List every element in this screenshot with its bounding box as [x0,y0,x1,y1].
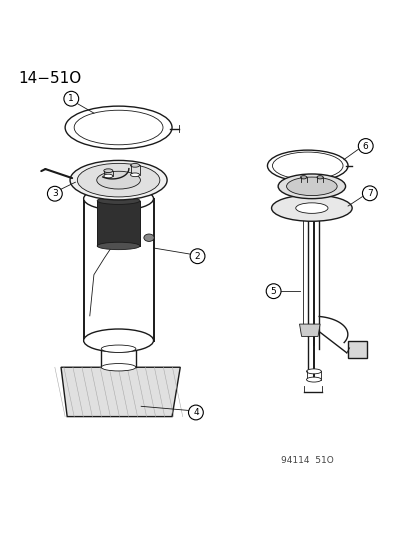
Ellipse shape [97,171,140,189]
Text: 14−51O: 14−51O [18,71,81,86]
Text: 7: 7 [366,189,372,198]
Ellipse shape [316,175,323,179]
Ellipse shape [286,177,336,196]
Ellipse shape [77,164,159,197]
Ellipse shape [83,329,153,352]
Ellipse shape [97,242,140,249]
Ellipse shape [144,234,154,241]
Ellipse shape [295,203,327,213]
Ellipse shape [300,175,306,179]
Text: 3: 3 [52,189,57,198]
Text: 4: 4 [192,408,198,417]
Circle shape [266,284,280,298]
Ellipse shape [104,169,113,173]
Ellipse shape [130,173,139,176]
Ellipse shape [83,187,153,210]
Circle shape [361,186,376,201]
Text: 1: 1 [68,94,74,103]
Circle shape [188,405,203,420]
Circle shape [190,249,204,264]
Ellipse shape [306,369,320,374]
Text: 6: 6 [362,142,368,150]
Ellipse shape [74,110,163,145]
Ellipse shape [278,174,345,199]
Circle shape [47,187,62,201]
Ellipse shape [101,364,135,371]
Ellipse shape [130,164,139,167]
Ellipse shape [272,152,342,180]
Ellipse shape [271,195,351,221]
Text: 94114  51O: 94114 51O [280,456,333,465]
Ellipse shape [65,106,172,149]
Text: 2: 2 [194,252,200,261]
Ellipse shape [306,377,320,382]
Polygon shape [61,367,180,417]
Ellipse shape [97,197,140,204]
Ellipse shape [101,345,135,352]
Ellipse shape [104,174,113,178]
FancyBboxPatch shape [347,341,366,358]
Text: 5: 5 [270,287,276,296]
Ellipse shape [70,160,167,200]
Polygon shape [299,324,319,336]
Circle shape [358,139,372,154]
Ellipse shape [267,150,347,181]
Polygon shape [97,201,140,246]
Circle shape [64,91,78,106]
